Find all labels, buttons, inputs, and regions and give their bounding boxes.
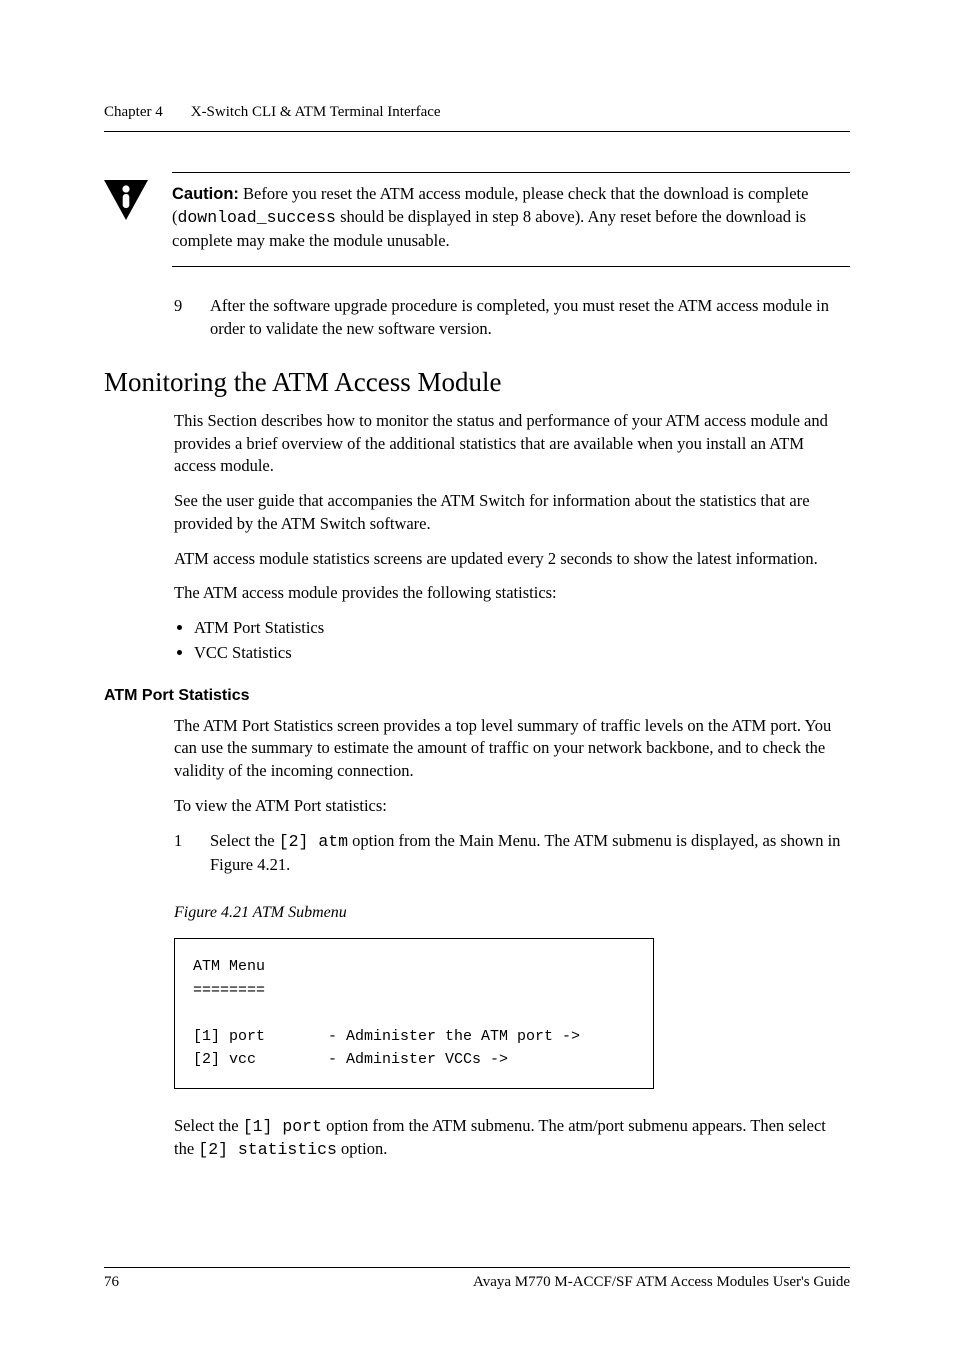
page-footer: 76 Avaya M770 M-ACCF/SF ATM Access Modul… [104,1267,850,1291]
after-paragraph: Select the [1] port option from the ATM … [174,1115,850,1163]
caution-block: Caution: Before you reset the ATM access… [104,172,850,267]
caution-text: Caution: Before you reset the ATM access… [172,172,850,267]
section-bullets: ATM Port Statistics VCC Statistics [174,617,850,665]
sub-step-1-code: [2] atm [279,832,348,851]
after-code1: [1] port [243,1117,322,1136]
sub-p2: To view the ATM Port statistics: [174,795,850,818]
after-a: Select the [174,1116,243,1135]
section-p2: See the user guide that accompanies the … [174,490,850,536]
sub-step-1-num: 1 [174,830,190,877]
list-item: ATM Port Statistics [194,617,850,640]
step-9-num: 9 [174,295,190,341]
section-heading: Monitoring the ATM Access Module [104,367,850,398]
footer-page: 76 [104,1274,119,1291]
figure-caption: Figure 4.21 ATM Submenu [174,902,850,924]
subsection-heading: ATM Port Statistics [104,687,850,705]
header-chapter: Chapter 4 [104,104,163,121]
sub-step-1-text: Select the [2] atm option from the Main … [210,830,850,877]
after-code2: [2] statistics [198,1140,337,1159]
after-c: option. [337,1139,387,1158]
caution-icon [104,172,150,225]
sub-p1: The ATM Port Statistics screen provides … [174,715,850,783]
section-p4: The ATM access module provides the follo… [174,582,850,605]
code-box: ATM Menu ======== [1] port - Administer … [174,938,654,1088]
section-body: This Section describes how to monitor th… [174,410,850,665]
running-header: Chapter 4 X-Switch CLI & ATM Terminal In… [104,104,850,132]
caution-label: Caution: [172,185,239,203]
subsection-body: The ATM Port Statistics screen provides … [174,715,850,1162]
section-p3: ATM access module statistics screens are… [174,548,850,571]
step-9: 9 After the software upgrade procedure i… [174,295,850,341]
step-9-text: After the software upgrade procedure is … [210,295,850,341]
section-p1: This Section describes how to monitor th… [174,410,850,478]
header-title: X-Switch CLI & ATM Terminal Interface [191,104,441,121]
footer-title: Avaya M770 M-ACCF/SF ATM Access Modules … [473,1274,850,1291]
caution-code: download_success [178,208,336,227]
list-item: VCC Statistics [194,642,850,665]
sub-step-1-a: Select the [210,831,279,850]
sub-step-1: 1 Select the [2] atm option from the Mai… [174,830,850,877]
